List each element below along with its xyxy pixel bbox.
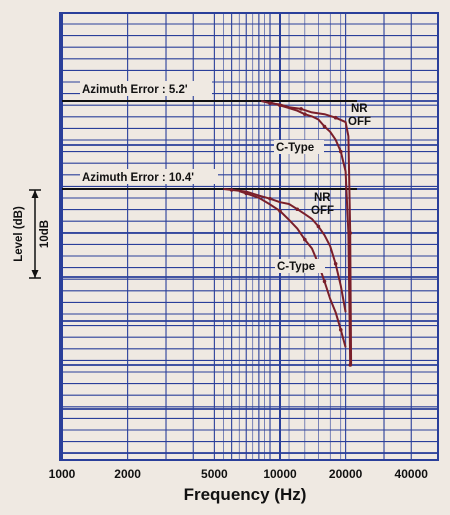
data-point (303, 237, 307, 242)
data-point (316, 224, 321, 229)
data-point (229, 188, 234, 192)
data-point (299, 107, 303, 111)
data-point (348, 363, 353, 367)
data-point (268, 196, 272, 201)
data-point (333, 115, 338, 120)
x-tick-label: 2000 (114, 467, 141, 481)
series-line (269, 101, 352, 366)
ylabel: Level (dB) (13, 206, 25, 262)
series-label-bg (275, 259, 325, 273)
data-point (322, 279, 327, 284)
level-scale-indicator: Level (dB) 10dB (13, 189, 51, 279)
data-point (322, 124, 327, 129)
group-label: Azimuth Error : 5.2' (82, 84, 188, 96)
data-point (303, 112, 307, 116)
data-point (338, 328, 343, 332)
series-label-bg (274, 140, 324, 154)
x-tick-label: 5000 (201, 467, 228, 481)
data-point (338, 149, 343, 154)
series-label-nr: NR (351, 103, 368, 115)
reference-lines (62, 100, 357, 190)
series-label-ctype: C-Type (277, 261, 315, 273)
x-tick-label: 40000 (395, 467, 429, 481)
group-label-bg (80, 169, 218, 184)
x-axis-title: Frequency (Hz) (184, 485, 307, 504)
x-tick-label: 1000 (49, 467, 76, 481)
group-label-bg (80, 81, 212, 96)
plot-background (60, 13, 438, 460)
plot-frame (59, 12, 439, 461)
series-label-off: OFF (348, 116, 371, 128)
data-point (278, 209, 282, 213)
data-point (333, 262, 338, 266)
data-point (244, 191, 249, 196)
series-line (223, 188, 347, 313)
x-tick-label: 20000 (329, 467, 363, 481)
series-label-nr: NR (314, 192, 331, 204)
series-label-ctype: C-Type (276, 142, 314, 154)
data-point (278, 103, 282, 108)
curves (223, 100, 353, 367)
level-scale-label: 10dB (39, 220, 51, 248)
data-point (295, 207, 300, 212)
x-tick-labels: 1000 2000 5000 10000 20000 40000 (49, 467, 429, 481)
x-tick-label: 10000 (263, 467, 297, 481)
series-label-off: OFF (311, 205, 334, 217)
group-label: Azimuth Error : 10.4' (82, 172, 194, 184)
